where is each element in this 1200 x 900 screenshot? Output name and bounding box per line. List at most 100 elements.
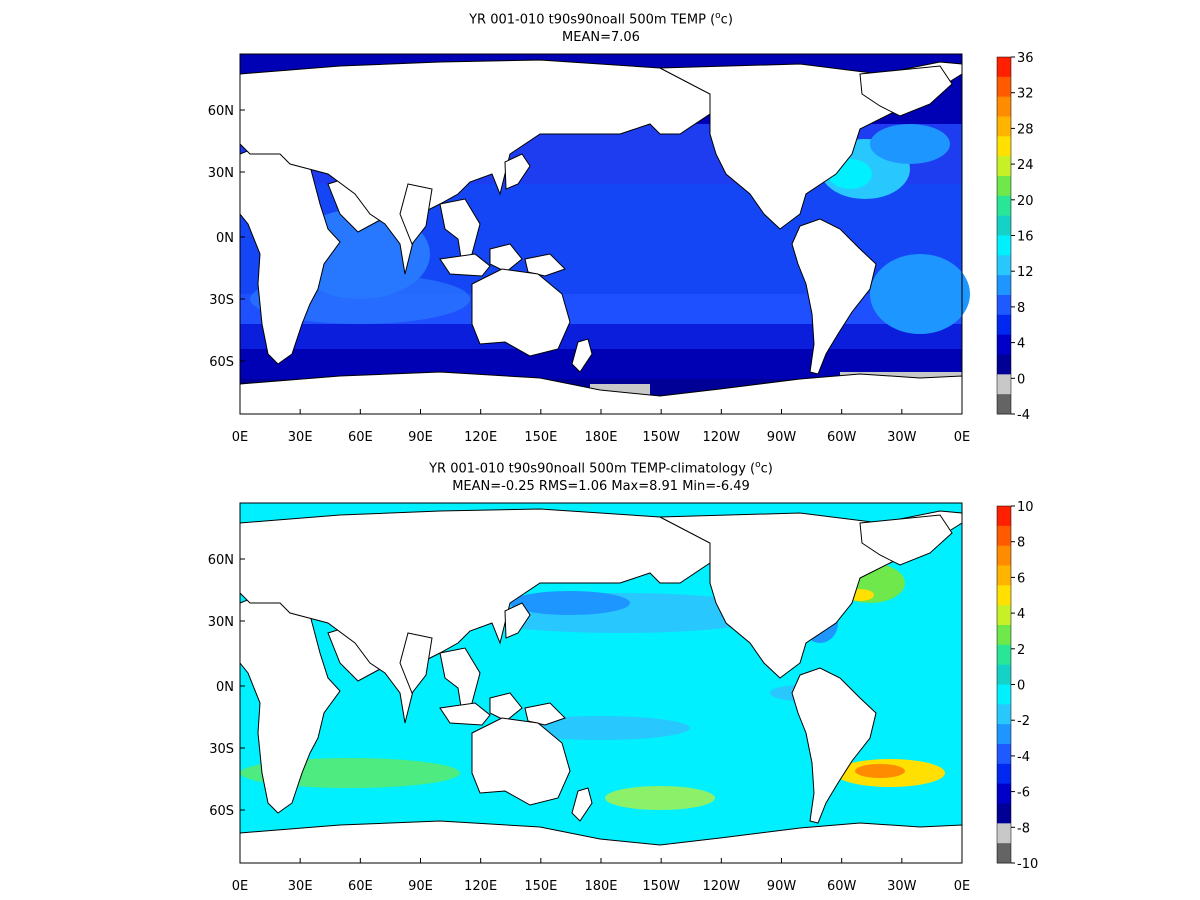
panel1-colorbar-label: 8	[1017, 301, 1025, 316]
panel1-xtick-label: 180E	[584, 430, 617, 445]
panel2-xtick-label: 180E	[584, 879, 617, 894]
panel1-stats: MEAN=7.06	[562, 30, 640, 45]
panel1-colorbar-segment	[997, 235, 1011, 256]
panel1-xtick-label: 150E	[524, 430, 557, 445]
panel1-colorbar-label: 16	[1017, 230, 1034, 245]
axes-layer: 0E 30E 60E 90E 120E 150E 180E 150W 120W 90W 60W 30W…	[208, 51, 1039, 894]
panel1-colorbar-segment	[997, 334, 1011, 355]
panel2-xtick-label: 90E	[408, 879, 433, 894]
panel1-colorbar-label: 36	[1017, 51, 1034, 66]
panel2-colorbar-segment	[997, 744, 1011, 765]
panel2-title-degree: o	[755, 460, 761, 470]
panel2-colorbar-segment	[997, 724, 1011, 745]
panel2-xtick-label: 0E	[232, 879, 249, 894]
panel2-colorbar-label: -6	[1017, 786, 1030, 801]
panel2-colorbar-segment	[997, 783, 1011, 804]
panel1-colorbar-label: 0	[1017, 372, 1025, 387]
panel1-colorbar-segment	[997, 116, 1011, 137]
panel2-colorbar-label: 2	[1017, 643, 1025, 658]
panel1-ytick-label: 30S	[209, 293, 234, 308]
panel1-colorbar-segment	[997, 76, 1011, 98]
panel1-colorbar-segment	[997, 374, 1011, 395]
panel2-colorbar-segment	[997, 644, 1011, 666]
panel2-colorbar-label: 4	[1017, 607, 1025, 622]
panel1-colorbar-segment	[997, 96, 1011, 117]
panel2-colorbar-label: -8	[1017, 821, 1030, 836]
panel1-xtick-label: 60W	[827, 430, 857, 445]
panel1-xtick-label: 60E	[348, 430, 373, 445]
panel2-kuroshio-anomaly	[510, 591, 630, 615]
panel1-band-southern	[240, 324, 962, 349]
panel1-colorbar-segment	[997, 215, 1011, 236]
panel2-ytick-label: 0N	[216, 680, 234, 695]
panel2-ytick-label: 30S	[209, 742, 234, 757]
panel2-colorbar-label: 0	[1017, 679, 1025, 694]
panel1-xtick-label: 120E	[464, 430, 497, 445]
panel2-colorbar-segment	[997, 803, 1011, 824]
panel2-colorbar-segment	[997, 763, 1011, 785]
panel1-xtick-label: 0E	[232, 430, 249, 445]
panel1-colorbar-label: 24	[1017, 158, 1034, 173]
panel2-colorbar-label: -10	[1017, 857, 1038, 872]
panel2-xtick-label: 0E	[954, 879, 971, 894]
panel2-colorbar-segment	[997, 565, 1011, 586]
panel1-ytick-label: 60S	[209, 355, 234, 370]
panel1-colorbar-segment	[997, 354, 1011, 375]
panel2-colorbar-label: 8	[1017, 536, 1025, 551]
panel2-colorbar-label: 6	[1017, 571, 1025, 586]
panel1-colorbar-segment	[997, 176, 1011, 197]
panel2-colorbar-segment	[997, 605, 1011, 626]
panel2-title: YR 001-010 t90s90noall 500m TEMP-climato…	[240, 457, 962, 477]
panel1-atlantic-north	[870, 124, 950, 164]
panel2-colorbar-label: -2	[1017, 714, 1030, 729]
panel1-xtick-label: 120W	[702, 430, 740, 445]
panel2-ytick-label: 60S	[209, 804, 234, 819]
panel2-ytick-label: 30N	[208, 615, 234, 630]
panel2-colorbar-segment	[997, 525, 1011, 547]
panel2-colorbar-label: 10	[1017, 500, 1034, 515]
panel1-title: YR 001-010 t90s90noall 500m TEMP (oc)	[240, 8, 962, 28]
panel1-colorbar-label: 4	[1017, 337, 1025, 352]
panel1-colorbar-segment	[997, 394, 1011, 415]
panel1-colorbar-label: 20	[1017, 194, 1034, 209]
panel1-south-atlantic	[870, 254, 970, 334]
panel2-map	[239, 502, 963, 864]
panel2-stats: MEAN=-0.25 RMS=1.06 Max=8.91 Min=-6.49	[452, 479, 750, 494]
panel2-colorbar-segment	[997, 625, 1011, 646]
panel2-colorbar-segment	[997, 684, 1011, 705]
panel2-colorbar-label: -4	[1017, 750, 1030, 765]
panel1-colorbar-segment	[997, 57, 1011, 78]
panel2-xtick-label: 30E	[288, 879, 313, 894]
panel2-ytick-label: 60N	[208, 553, 234, 568]
panel2-colorbar-segment	[997, 506, 1011, 527]
panel1-colorbar-segment	[997, 275, 1011, 296]
panel1-ytick-label: 60N	[208, 104, 234, 119]
panel1-colorbar-segment	[997, 156, 1011, 177]
panel1-colorbar-label: 28	[1017, 122, 1034, 137]
panel1-colorbar-segment	[997, 255, 1011, 276]
panel2-colorbar-segment	[997, 664, 1011, 685]
panel1-colorbar-segment	[997, 295, 1011, 316]
panel1-title-unit: c)	[720, 12, 733, 28]
panel1-title-degree: o	[715, 11, 721, 21]
panel1-ytick-label: 0N	[216, 231, 234, 246]
panel1-colorbar-label: -4	[1017, 408, 1030, 423]
panel2-title-text: YR 001-010 t90s90noall 500m TEMP-climato…	[429, 461, 756, 477]
panel1-xtick-label: 90W	[767, 430, 797, 445]
panel2-colorbar-segment	[997, 585, 1011, 606]
panel1-colorbar-segment	[997, 195, 1011, 217]
panel2-xtick-label: 150W	[642, 879, 680, 894]
panel1-xtick-label: 150W	[642, 430, 680, 445]
panel2-xtick-label: 120E	[464, 879, 497, 894]
panel2-xtick-label: 60W	[827, 879, 857, 894]
panel2-colorbar-segment	[997, 704, 1011, 725]
panel1-colorbar-label: 32	[1017, 87, 1034, 102]
panel2-south-pac-warm	[605, 786, 715, 810]
panel2-xtick-label: 120W	[702, 879, 740, 894]
panel1-colorbar-segment	[997, 136, 1011, 157]
panel1-xtick-label: 30E	[288, 430, 313, 445]
panel1-colorbar-label: 12	[1017, 265, 1034, 280]
panel1-xtick-label: 90E	[408, 430, 433, 445]
panel2-south-atlantic-hot	[855, 764, 905, 778]
